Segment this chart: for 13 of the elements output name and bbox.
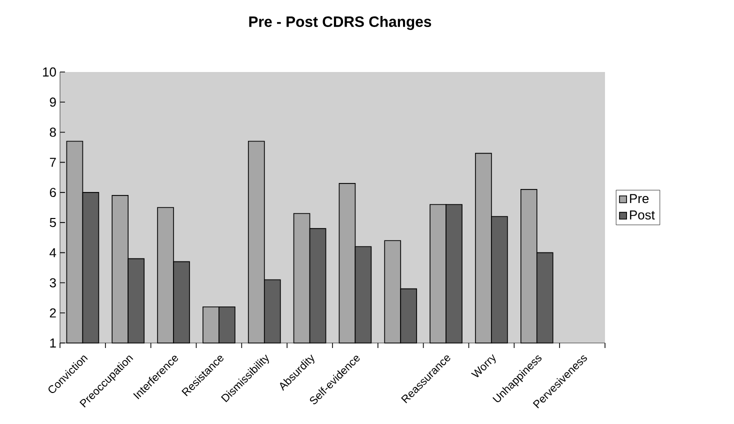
y-tick-label: 3 [50,278,56,288]
chart-title: Pre - Post CDRS Changes [249,16,432,30]
y-tick-label: 5 [50,218,56,228]
y-tick-label: 9 [50,98,56,107]
y-tick-label: 1 [50,338,56,348]
y-tick-label: 10 [43,67,56,77]
y-tick-label: 7 [50,158,56,167]
y-tick-label: 8 [50,128,56,137]
y-tick-label: 2 [50,308,56,318]
y-tick-label: 4 [50,248,56,258]
y-tick-label: 6 [50,188,56,198]
legend-label: Pre [630,194,649,204]
legend-label: Post [630,210,655,220]
